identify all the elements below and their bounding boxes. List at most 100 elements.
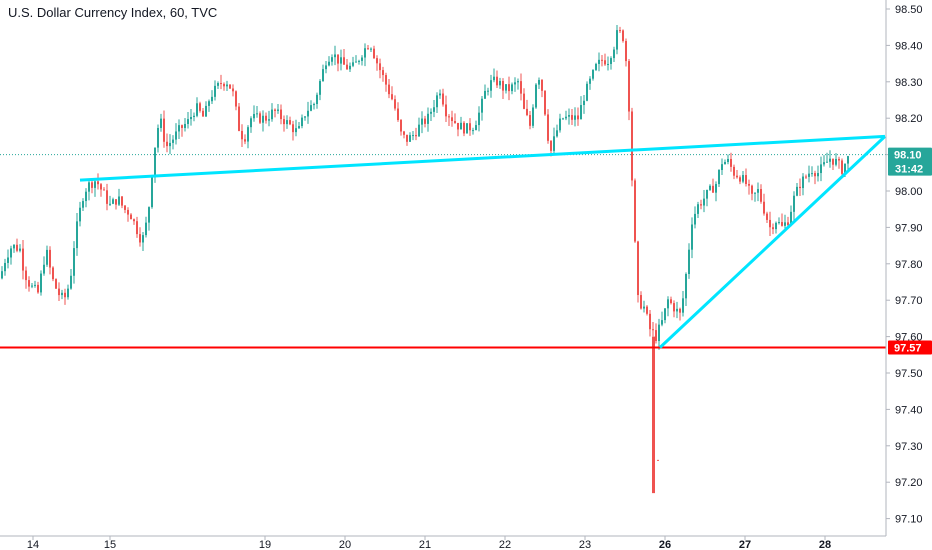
candle-body <box>358 60 360 62</box>
candle-body <box>844 163 846 174</box>
candle-body <box>151 177 153 208</box>
candle-body <box>637 241 639 296</box>
candle-body <box>274 109 276 111</box>
y-axis[interactable]: 98.50 98.40 98.30 98.20 98.10 98.00 97.90 97.80… <box>886 4 923 526</box>
candle-body <box>259 113 261 123</box>
plot-area[interactable] <box>0 0 886 536</box>
candle-body <box>646 306 648 314</box>
candle-body <box>547 114 549 141</box>
candle-body <box>421 118 423 125</box>
candle-body <box>64 292 66 298</box>
candle-body <box>217 83 219 86</box>
x-tick-label: 14 <box>27 539 39 550</box>
candle-body <box>232 88 234 92</box>
candle-body <box>571 115 573 120</box>
candle-body <box>766 213 768 220</box>
x-tick-label: 20 <box>339 539 351 550</box>
candle-body <box>82 201 84 208</box>
candle-body <box>697 204 699 214</box>
candle-body <box>751 185 753 194</box>
candle-body <box>22 248 24 271</box>
candle-body <box>463 122 465 134</box>
candle-body <box>343 57 345 65</box>
candle-body <box>175 131 177 140</box>
candle-body <box>481 98 483 113</box>
candle-body <box>382 70 384 76</box>
candle-body <box>220 83 222 85</box>
candle-body <box>484 90 486 99</box>
x-tick-label: 19 <box>259 539 271 550</box>
candle-body <box>523 93 525 109</box>
candle-body <box>100 184 102 190</box>
candles <box>1 25 849 494</box>
candle-body <box>241 130 243 140</box>
candle-body <box>376 58 378 64</box>
candle-body <box>541 79 543 91</box>
candle-body <box>94 181 96 188</box>
candle-body <box>727 158 729 163</box>
candle-body <box>391 94 393 100</box>
candle-body <box>847 156 849 164</box>
candle-body <box>109 203 111 205</box>
candle-body <box>16 244 18 251</box>
candle-body <box>430 111 432 114</box>
candle-body <box>400 119 402 132</box>
candle-body <box>781 222 783 226</box>
candle-body <box>97 181 99 185</box>
candle-body <box>532 107 534 126</box>
candle-body <box>433 107 435 112</box>
candle-body <box>13 244 15 249</box>
candle-body <box>610 58 612 64</box>
candle-body <box>694 213 696 225</box>
candle-body <box>814 173 816 177</box>
candle-body <box>295 128 297 133</box>
candle-body <box>487 90 489 92</box>
candle-body <box>316 94 318 105</box>
candle-body <box>190 116 192 120</box>
candle-body <box>466 123 468 134</box>
candle-body <box>370 48 372 50</box>
candle-body <box>340 57 342 64</box>
candle-body <box>583 100 585 106</box>
candle-body <box>331 57 333 62</box>
candle-body <box>667 299 669 309</box>
candle-body <box>526 108 528 116</box>
x-axis[interactable]: 14 15 19 20 21 22 23 26 27 28 <box>27 536 831 550</box>
candle-body <box>550 140 552 151</box>
candle-body <box>256 113 258 115</box>
trendlines[interactable] <box>79 134 887 349</box>
candle-body <box>235 91 237 107</box>
candle-body <box>289 120 291 125</box>
candle-body <box>226 84 228 87</box>
candle-body <box>454 121 456 123</box>
candle-body <box>643 306 645 309</box>
candle-body <box>328 61 330 66</box>
candle-body <box>154 147 156 178</box>
candle-body <box>613 49 615 59</box>
candle-body <box>355 61 357 63</box>
candle-body <box>691 224 693 250</box>
current-price-label: 98.10 <box>894 150 922 162</box>
candle-body <box>826 161 828 163</box>
candle-body <box>472 130 474 132</box>
candle-body <box>655 330 657 341</box>
candle-body <box>793 195 795 212</box>
candle-body <box>517 81 519 83</box>
candle-body <box>424 118 426 124</box>
x-tick-label: 23 <box>579 539 591 550</box>
candle-body <box>745 175 747 184</box>
candle-body <box>148 207 150 223</box>
upper-trendline[interactable] <box>79 134 886 182</box>
candle-body <box>286 120 288 125</box>
candle-body <box>139 234 141 243</box>
candle-body <box>559 118 561 131</box>
x-tick-label: 22 <box>499 539 511 550</box>
candle-body <box>211 96 213 102</box>
current-price-badge: 98.10 31:42 <box>888 147 932 176</box>
candle-body <box>739 177 741 182</box>
candle-body <box>820 164 822 174</box>
x-tick-label: 27 <box>739 539 751 550</box>
candle-body <box>298 126 300 129</box>
lower-trendline[interactable] <box>658 135 887 349</box>
